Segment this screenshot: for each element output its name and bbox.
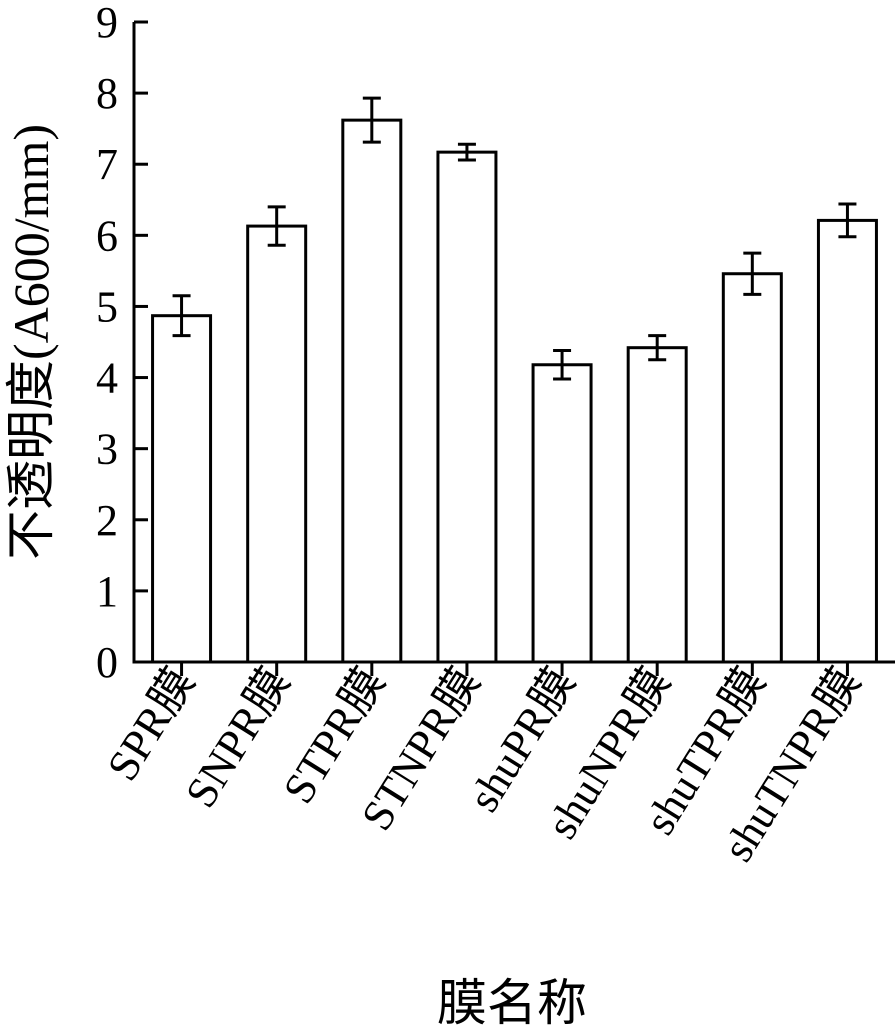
- bar: [436, 150, 498, 664]
- y-tick-label: 6: [96, 211, 118, 260]
- bar: [626, 346, 688, 664]
- y-tick-label: 8: [96, 69, 118, 118]
- bar: [531, 363, 593, 664]
- x-category-labels: SPR膜SNPR膜STPR膜STNPR膜shuPR膜shuNPR膜shuTPR膜…: [98, 659, 870, 869]
- y-ticks: 0 1 2 3 4 5 6 7 8 9: [96, 0, 148, 687]
- y-tick-label: 0: [96, 638, 118, 687]
- bar: [721, 272, 783, 664]
- bar: [246, 224, 308, 664]
- bar: [816, 218, 878, 664]
- y-tick-label: 4: [96, 354, 118, 403]
- bar: [151, 314, 213, 664]
- y-tick-label: 5: [96, 282, 118, 331]
- y-axis-title: 不透明度(A600/mm): [3, 124, 59, 560]
- error-bars: [172, 96, 857, 381]
- bar: [341, 118, 403, 664]
- bars: [151, 118, 878, 664]
- y-tick-label: 9: [96, 0, 118, 47]
- y-tick-label: 7: [96, 140, 118, 189]
- y-tick-label: 1: [96, 567, 118, 616]
- y-tick-label: 3: [96, 425, 118, 474]
- x-axis-title: 膜名称: [437, 975, 587, 1031]
- y-tick-label: 2: [96, 496, 118, 545]
